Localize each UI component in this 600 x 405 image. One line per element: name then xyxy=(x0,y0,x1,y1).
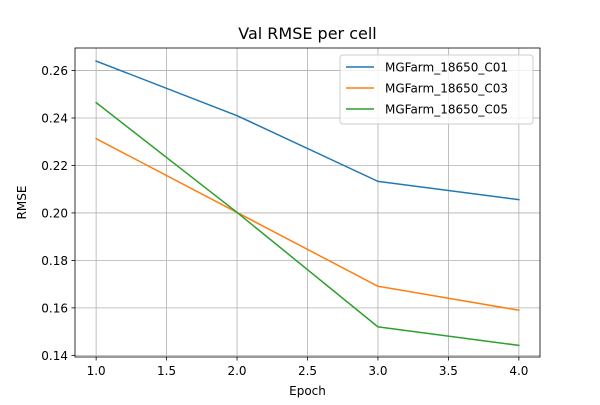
series-line xyxy=(95,101,520,347)
y-axis-label: RMSE xyxy=(15,186,29,220)
y-tick-label: 0.16 xyxy=(41,301,68,315)
chart-title: Val RMSE per cell xyxy=(238,24,377,43)
y-tick-label: 0.22 xyxy=(41,159,68,173)
legend: MGFarm_18650_C01 MGFarm_18650_C03 MGFarm_1… xyxy=(339,54,534,125)
legend-frame xyxy=(339,54,534,125)
axis-ticks: 1.0 1.5 2.0 2.5 3.0 3.5 4.0 0.14 0.16 0.18 0.20 0.2… xyxy=(41,64,528,378)
x-tick-label: 4.0 xyxy=(509,364,528,378)
grid-lines xyxy=(75,48,540,357)
series-line xyxy=(95,60,520,201)
x-tick-label: 2.5 xyxy=(298,364,317,378)
x-tick-label: 1.0 xyxy=(87,364,106,378)
x-tick-label: 3.5 xyxy=(439,364,458,378)
legend-label: MGFarm_18650_C01 xyxy=(385,61,508,75)
y-tick-label: 0.20 xyxy=(41,206,68,220)
series-lines xyxy=(95,60,520,347)
y-tick-label: 0.18 xyxy=(41,254,68,268)
x-axis-label: Epoch xyxy=(289,384,326,398)
y-tick-label: 0.26 xyxy=(41,64,68,78)
y-tick-label: 0.14 xyxy=(41,349,68,363)
legend-entries: MGFarm_18650_C01 MGFarm_18650_C03 MGFarm_1… xyxy=(346,61,508,117)
series-line xyxy=(95,137,520,312)
x-tick-label: 1.5 xyxy=(157,364,176,378)
x-tick-label: 2.0 xyxy=(227,364,246,378)
y-tick-label: 0.24 xyxy=(41,112,68,126)
legend-label: MGFarm_18650_C05 xyxy=(385,103,508,117)
x-tick-label: 3.0 xyxy=(368,364,387,378)
legend-label: MGFarm_18650_C03 xyxy=(385,82,508,96)
